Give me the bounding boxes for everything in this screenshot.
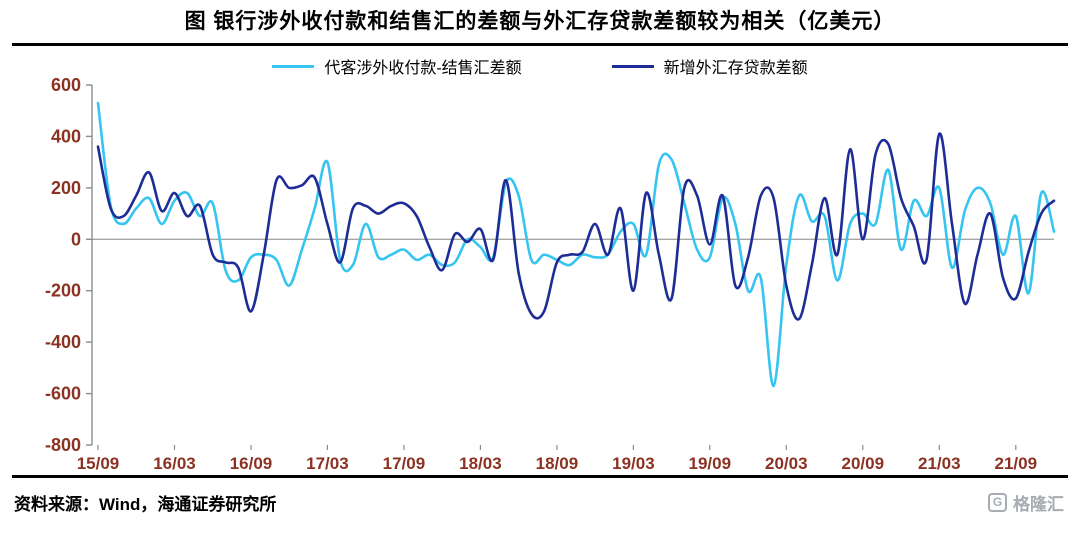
y-tick-label: 400 [51,126,81,146]
series-line-1 [96,132,1056,321]
x-tick-label: 21/03 [918,454,961,473]
y-tick-label: 600 [51,77,81,95]
footer-divider [12,475,1068,478]
x-tick-label: 18/03 [459,454,502,473]
chart-area: 600 400 200 0 -200 -400 -600 -800 15/09 16/03 16/0… [0,77,1080,475]
chart-footer: 资料来源：Wind，海通证券研究所 G 格隆汇 [0,475,1080,515]
x-tick-label: 16/09 [230,454,273,473]
series-line-0 [96,101,1056,388]
watermark-text: 格隆汇 [1013,495,1064,514]
y-tick-label: -400 [45,332,81,352]
legend-swatch [272,64,315,68]
legend-label: 代客涉外收付款-结售汇差额 [324,60,522,77]
x-tick-label: 21/09 [995,454,1038,473]
x-tick-label: 20/09 [842,454,885,473]
x-tick-label: 17/09 [383,454,426,473]
gelonghui-logo-icon: G [988,493,1007,512]
legend-item-0: 代客涉外收付款-结售汇差额 [272,54,522,78]
legend-label: 新增外汇存贷款差额 [663,60,808,77]
x-tick-label: 16/03 [153,454,196,473]
x-tick-label: 19/03 [612,454,655,473]
y-tick-label: -600 [45,384,81,404]
y-tick-label: 0 [71,229,81,249]
x-tick-label: 19/09 [689,454,732,473]
y-tick-label: 200 [51,178,81,198]
x-tick-label: 18/09 [536,454,579,473]
x-tick-label: 15/09 [77,454,120,473]
x-tick-label: 20/03 [765,454,808,473]
chart-legend: 代客涉外收付款-结售汇差额 新增外汇存贷款差额 [0,55,1080,77]
watermark: G 格隆汇 [988,490,1064,515]
legend-item-1: 新增外汇存贷款差额 [611,54,808,78]
legend-swatch [611,64,654,68]
y-tick-label: -800 [45,435,81,455]
x-tick-label: 17/03 [306,454,349,473]
footer-row: 资料来源：Wind，海通证券研究所 G 格隆汇 [0,478,1080,515]
chart-title: 图 银行涉外收付款和结售汇的差额与外汇存贷款差额较为相关（亿美元） [184,10,896,33]
title-divider [12,43,1068,46]
y-tick-label: -200 [45,281,81,301]
chart-header: 图 银行涉外收付款和结售汇的差额与外汇存贷款差额较为相关（亿美元） [0,0,1080,46]
source-note: 资料来源：Wind，海通证券研究所 [14,495,277,514]
